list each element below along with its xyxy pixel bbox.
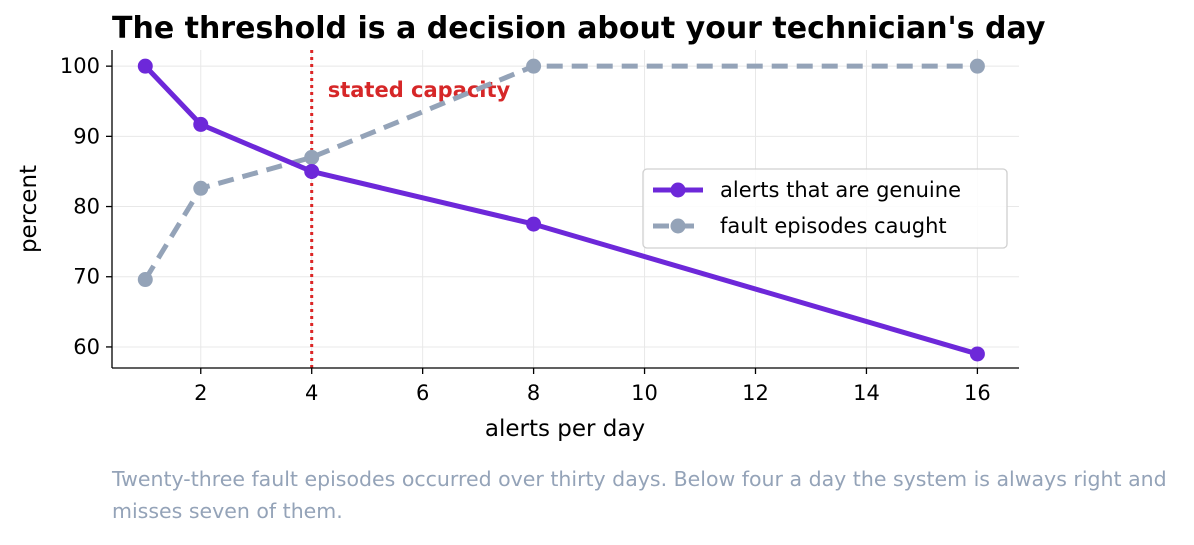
chart-title: The threshold is a decision about your t… <box>112 11 1046 46</box>
x-tick-label: 8 <box>527 381 540 405</box>
y-tick-label: 60 <box>73 335 100 359</box>
series-point <box>969 346 985 362</box>
y-tick-label: 80 <box>73 195 100 219</box>
series-point <box>193 180 209 196</box>
y-tick-label: 70 <box>73 265 100 289</box>
x-tick-label: 16 <box>964 381 991 405</box>
x-tick-label: 4 <box>305 381 318 405</box>
series-point <box>526 216 542 232</box>
series-point <box>969 58 985 74</box>
legend-swatch-marker <box>670 182 686 198</box>
legend: alerts that are genuine fault episodes ca… <box>642 168 1008 249</box>
legend-box <box>642 168 1008 249</box>
legend-label: alerts that are genuine <box>720 178 961 202</box>
capacity-label: stated capacity <box>328 78 511 102</box>
x-tick-label: 10 <box>631 381 658 405</box>
legend-label: fault episodes caught <box>720 214 947 238</box>
chart-caption: Twenty-three fault episodes occurred ove… <box>112 467 1167 523</box>
legend-swatch-marker <box>670 218 686 234</box>
y-axis-label: percent <box>16 165 42 253</box>
x-axis-label: alerts per day <box>485 416 645 442</box>
series-point <box>304 163 320 179</box>
series-layer <box>137 58 985 362</box>
series-point <box>137 58 153 74</box>
x-tick-label: 6 <box>416 381 429 405</box>
series-point <box>193 116 209 132</box>
y-tick-label: 100 <box>60 54 100 78</box>
x-tick-label: 2 <box>194 381 207 405</box>
series-point <box>137 272 153 288</box>
x-tick-label: 14 <box>853 381 880 405</box>
axes: 2 4 6 8 10 12 14 16 60 70 80 90 100 <box>60 50 1019 405</box>
y-tick-label: 90 <box>73 124 100 148</box>
series-point <box>526 58 542 74</box>
series-point <box>304 149 320 165</box>
x-tick-label: 12 <box>742 381 769 405</box>
series-line <box>143 63 978 281</box>
